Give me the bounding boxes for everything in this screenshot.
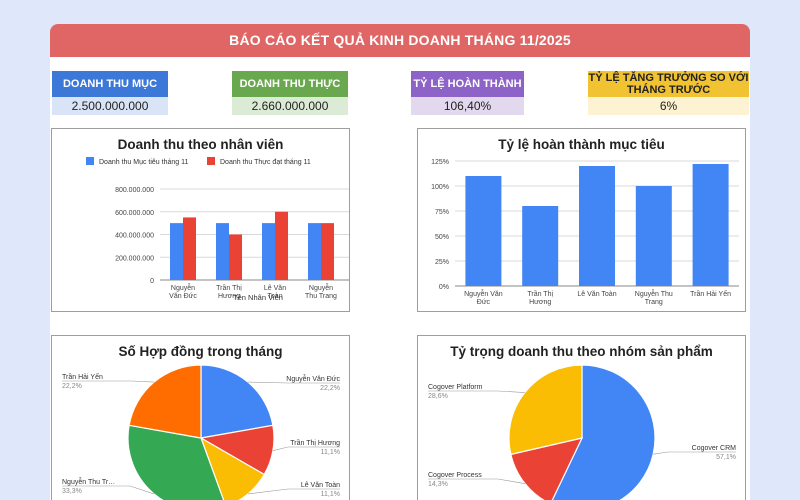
chart-card-contracts: Số Hợp đồng trong tháng Nguyễn Văn Đức 22… xyxy=(51,335,350,500)
chart-title: Doanh thu theo nhân viên xyxy=(117,137,284,152)
pie-chart-contracts: Nguyễn Văn Đức 22,2% Trần Thị Hương 11,1% Lê… xyxy=(62,364,340,500)
bar xyxy=(635,186,672,286)
slice-percent: 11,1% xyxy=(321,491,340,498)
kpi-completion-value: 106,40% xyxy=(411,97,524,115)
y-tick-label: 800.000.000 xyxy=(115,187,154,194)
y-tick-label: 100% xyxy=(431,184,449,191)
x-tick-label: Lê Văn Toàn xyxy=(577,291,616,298)
y-tick-label: 25% xyxy=(435,259,449,266)
bar xyxy=(522,206,559,286)
bar xyxy=(321,223,334,280)
kpi-target-label: DOANH THU MỤC TIÊU xyxy=(52,71,168,116)
y-tick-label: 50% xyxy=(435,234,449,241)
kpi-growth-value: 6% xyxy=(588,97,749,115)
x-tick-label: Lê Văn xyxy=(264,285,286,292)
bar-chart-revenue: Doanh thu Mục tiêu tháng 11 Doanh thu Thự… xyxy=(86,157,349,302)
slice-percent: 14,3% xyxy=(428,481,448,488)
slice-label: Nguyễn Thu Tr… xyxy=(62,477,115,486)
y-tick-label: 600.000.000 xyxy=(115,210,154,217)
slice-percent: 28,6% xyxy=(428,393,448,400)
x-tick-label: Hương xyxy=(529,299,551,306)
slice-label: Lê Văn Toàn xyxy=(301,482,340,489)
leader-line xyxy=(62,380,155,383)
pie-slice xyxy=(199,436,266,500)
y-tick-label: 400.000.000 xyxy=(115,233,154,240)
x-tick-label: Trần Hải Yến xyxy=(690,289,731,298)
chart-card-product-share: Tỷ trọng doanh thu theo nhóm sản phẩm Co… xyxy=(417,335,746,500)
kpi-growth-label-line1: TỶ LỆ TĂNG TRƯỞNG SO VỚI xyxy=(588,72,749,84)
report-title: BÁO CÁO KẾT QUẢ KINH DOANH THÁNG 11/2025 xyxy=(50,24,750,57)
bar xyxy=(229,234,242,280)
pie-slice xyxy=(200,364,274,439)
leader-line xyxy=(247,488,340,495)
bar xyxy=(170,223,183,280)
bar xyxy=(579,166,615,286)
pie-slice xyxy=(508,364,583,456)
leader-line xyxy=(272,446,340,451)
chart-card-revenue-by-employee: Doanh thu theo nhân viên Doanh thu Mục t… xyxy=(51,128,350,312)
legend-label: Doanh thu Thực đạt tháng 11 xyxy=(220,159,311,166)
x-tick-label: Hương xyxy=(218,293,240,300)
slice-label: Trần Thị Hương xyxy=(290,438,340,447)
y-tick-label: 125% xyxy=(431,159,449,166)
x-tick-label: Nguyễn xyxy=(171,283,195,292)
bar xyxy=(308,223,321,280)
slice-percent: 11,1% xyxy=(321,449,340,456)
bar xyxy=(692,164,729,286)
slice-label: Nguyễn Văn Đức xyxy=(286,374,340,383)
legend-label: Doanh thu Mục tiêu tháng 11 xyxy=(99,159,188,166)
pie-slice xyxy=(510,437,584,500)
chart-title: Tỷ trọng doanh thu theo nhóm sản phẩm xyxy=(450,344,713,359)
x-tick-label: Nguyễn Thu xyxy=(635,289,673,298)
slice-label: Cogover CRM xyxy=(692,445,737,452)
x-tick-label: Trần Thị xyxy=(527,289,553,298)
x-tick-label: Đức xyxy=(477,299,491,306)
slice-percent: 57,1% xyxy=(716,454,736,461)
kpi-actual-label: DOANH THU THỰC ĐẠT xyxy=(232,71,348,116)
slice-percent: 33,3% xyxy=(62,488,82,495)
y-tick-label: 0% xyxy=(439,284,449,291)
leader-line xyxy=(62,485,155,495)
x-tick-label: Nguyễn xyxy=(309,283,333,292)
x-tick-label: Nguyễn Văn xyxy=(464,289,503,298)
kpi-growth-label-line2: THÁNG TRƯỚC xyxy=(626,84,711,96)
slice-percent: 22,2% xyxy=(320,385,340,392)
pie-slice xyxy=(128,364,202,439)
pie-slice xyxy=(551,364,656,500)
y-tick-label: 0 xyxy=(150,278,154,285)
x-tick-label: Trang xyxy=(645,299,663,306)
leader-line xyxy=(428,478,526,484)
leader-line xyxy=(653,451,736,455)
chart-title: Tỷ lệ hoàn thành mục tiêu xyxy=(498,137,665,152)
leader-line xyxy=(247,381,340,384)
pie-chart-product-share: Cogover CRM 57,1% Cogover Process 14,3% Cogo… xyxy=(428,364,737,500)
kpi-completion-label: TỶ LỆ HOÀN THÀNH xyxy=(411,71,524,97)
kpi-actual-value: 2.660.000.000 xyxy=(232,97,348,115)
chart-card-completion-rate: Tỷ lệ hoàn thành mục tiêu 0% 25% 50% 75% 100… xyxy=(417,128,746,312)
chart-title: Số Hợp đồng trong tháng xyxy=(118,344,283,359)
y-tick-label: 75% xyxy=(435,209,449,216)
bar xyxy=(275,211,288,280)
slice-label: Cogover Platform xyxy=(428,384,483,391)
legend-swatch xyxy=(207,157,215,165)
bar xyxy=(216,223,229,280)
legend-swatch xyxy=(86,157,94,165)
bar xyxy=(262,223,275,280)
kpi-growth-label: TỶ LỆ TĂNG TRƯỞNG SO VỚI THÁNG TRƯỚC xyxy=(588,71,749,97)
slice-label: Cogover Process xyxy=(428,472,482,479)
bar xyxy=(465,176,502,286)
kpi-target-value: 2.500.000.000 xyxy=(52,97,168,115)
leader-line xyxy=(428,390,525,393)
bar xyxy=(183,217,196,280)
x-tick-label: Thu Trang xyxy=(305,293,337,300)
x-tick-label: Toàn xyxy=(267,293,282,300)
x-tick-label: Trần Thị xyxy=(216,283,242,292)
slice-label: Trần Hải Yến xyxy=(62,372,103,381)
x-tick-label: Văn Đức xyxy=(169,293,197,300)
slice-percent: 22,2% xyxy=(62,383,82,390)
y-tick-label: 200.000.000 xyxy=(115,255,154,262)
x-axis-title: Tên Nhân Viên xyxy=(233,293,283,302)
